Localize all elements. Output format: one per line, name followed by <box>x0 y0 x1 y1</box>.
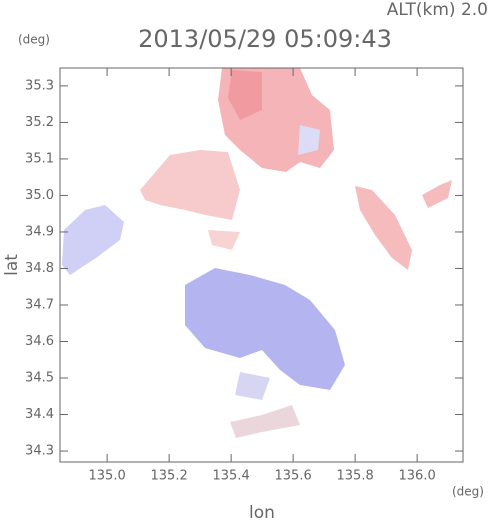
x-tick-label: 135.6 <box>275 469 312 484</box>
x-tick-label: 135.2 <box>151 469 188 484</box>
chart-title: 2013/05/29 05:09:43 <box>138 25 392 53</box>
radar-field <box>62 68 452 438</box>
y-tick-label: 34.9 <box>25 224 54 239</box>
y-unit: (deg) <box>18 33 50 47</box>
x-tick-label: 135.4 <box>213 469 250 484</box>
echo-red <box>422 180 452 208</box>
echo-blue <box>185 268 345 390</box>
echo-blue <box>62 205 124 275</box>
plot-frame <box>59 67 464 463</box>
x-unit: (deg) <box>452 485 484 499</box>
annotation: ALT(km) 2.0 <box>387 0 488 20</box>
y-tick-label: 35.2 <box>25 115 54 130</box>
echo-blue <box>235 372 270 400</box>
y-tick-label: 34.8 <box>25 261 54 276</box>
echo-red <box>208 230 240 250</box>
echo-mixed <box>230 405 300 438</box>
x-axis-label: lon <box>249 503 275 521</box>
y-tick-label: 34.6 <box>25 334 54 349</box>
y-tick-label: 34.3 <box>25 444 54 459</box>
echo-red <box>140 150 240 220</box>
x-tick-label: 135.0 <box>89 469 126 484</box>
echo-blue <box>298 125 320 155</box>
y-tick-label: 35.1 <box>25 151 54 166</box>
y-tick-label: 35.0 <box>25 188 54 203</box>
y-tick-label: 34.4 <box>25 407 54 422</box>
x-tick-label: 136.0 <box>399 469 436 484</box>
echo-red <box>228 70 262 120</box>
y-tick-label: 35.3 <box>25 78 54 93</box>
x-tick-label: 135.8 <box>337 469 374 484</box>
y-axis-label: lat <box>2 254 22 276</box>
y-tick-label: 34.5 <box>25 371 54 386</box>
y-tick-label: 34.7 <box>25 297 54 312</box>
echo-red <box>355 186 412 270</box>
